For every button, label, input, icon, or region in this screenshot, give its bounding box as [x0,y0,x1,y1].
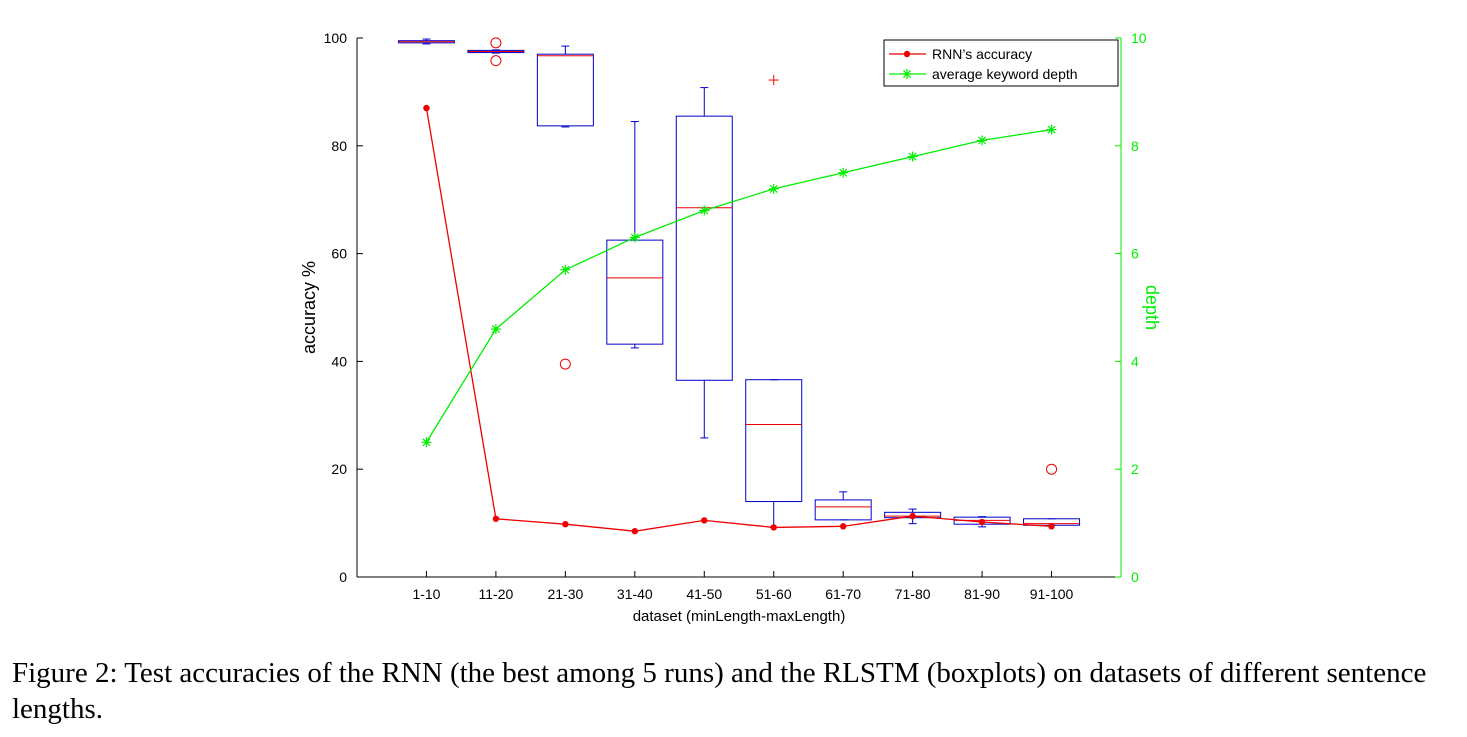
asterisk-d2 [491,325,500,334]
x-tick-label: 61-70 [825,586,861,602]
box [675,115,733,381]
depth-point [907,151,918,162]
boxplot-1-10 [397,38,455,45]
outlier [1046,463,1058,475]
rnn-accuracy-line [425,107,1052,532]
asterisk-d2 [422,438,431,447]
depth-point [629,232,640,243]
legend-rnn-label: RNN’s accuracy [932,46,1032,62]
rnn-accuracy-point [770,524,777,531]
legend: RNN’s accuracy average keyword depth [883,39,1119,87]
x-tick-label: 21-30 [547,586,583,602]
x-tick-label: 31-40 [617,586,653,602]
x-tick-label: 1-10 [412,586,440,602]
outlier [490,37,502,49]
y2-tick-label: 8 [1131,138,1139,154]
box [536,53,594,127]
y-tick-label: 20 [331,461,347,477]
y-axis-label: accuracy % [299,261,319,354]
boxplot-91-100 [1023,463,1081,526]
depth-line [425,128,1052,443]
rnn-accuracy-point [492,515,500,522]
boxplot-11-20 [467,37,525,67]
legend-depth-marker [902,69,912,79]
rnn-accuracy-point [631,527,639,535]
depth-point [421,437,432,448]
rnn-accuracy-point [839,523,847,530]
y2-tick-label: 0 [1131,569,1139,585]
x-axis-label: dataset (minLength-maxLength) [633,608,846,625]
asterisk-d2 [978,136,987,145]
rnn-accuracy-point [562,520,569,528]
asterisk-d2 [902,69,912,79]
asterisk-d2 [908,152,917,161]
y-tick-label: 80 [331,138,347,154]
y-tick-label: 40 [331,353,347,369]
depth-point [977,135,988,146]
x-tick-label: 51-60 [756,586,792,602]
x-tick-label: 71-80 [895,586,931,602]
outlier [490,55,502,67]
depth-point [560,264,571,275]
asterisk-d2 [561,265,570,274]
rnn-accuracy-point [978,518,986,526]
x-tick-label: 81-90 [964,586,1000,602]
outlier [768,75,779,86]
box [606,239,664,345]
depth-point [699,205,710,216]
rnn-accuracy-point [701,517,708,524]
boxplot-51-60 [745,75,803,528]
rnn-accuracy-point [1048,523,1055,530]
y2-axis-label: depth [1142,285,1162,330]
depth-point [838,167,849,178]
x-tick-label: 91-100 [1030,586,1074,602]
depth-point [1046,124,1057,135]
legend-rnn-marker [903,50,911,58]
y-tick-label: 60 [331,246,347,262]
boxplot-21-30 [536,45,594,370]
legend-depth-label: average keyword depth [932,66,1078,82]
y-tick-label: 100 [324,30,348,46]
y2-tick-label: 4 [1131,353,1139,369]
depth-point [490,324,501,335]
boxplot-41-50 [675,87,733,439]
figure-caption: Figure 2: Test accuracies of the RNN (th… [12,657,1427,725]
legend-asterisk [902,69,912,79]
asterisk-d2 [839,168,848,177]
asterisk-d2 [1047,125,1056,134]
rnn-accuracy-point [423,104,430,112]
chart: 0 20 40 60 80 100 0 2 4 6 8 10 1-10 11-20 21-30 31-40 41… [299,30,1162,625]
box [745,379,803,503]
boxplot-61-70 [814,491,872,521]
asterisk-d2 [769,184,778,193]
x-tick-label: 11-20 [479,586,514,602]
asterisk-d2 [630,233,639,242]
rnn-accuracy-point [909,512,916,520]
x-tick-label: 41-50 [686,586,722,602]
depth-point [768,183,779,194]
y2-tick-label: 6 [1131,246,1139,262]
y2-tick-label: 10 [1131,30,1147,46]
y2-tick-label: 2 [1131,461,1139,477]
box [814,499,872,521]
outlier [559,358,571,370]
asterisk-d2 [700,206,709,215]
y-tick-label: 0 [339,569,347,585]
